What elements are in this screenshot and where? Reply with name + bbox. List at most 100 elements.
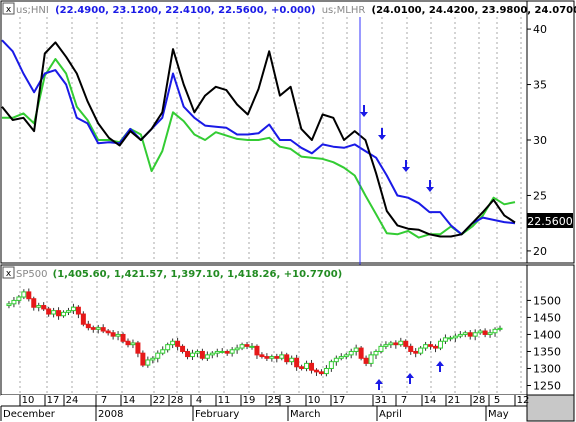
candle-body (244, 344, 250, 347)
down-arrow-head (402, 167, 410, 172)
candle-body (100, 327, 106, 332)
x-day-label: 24 (66, 395, 79, 406)
candle-body (46, 308, 52, 315)
x-month-label: April (379, 409, 402, 420)
candle-body (299, 366, 305, 369)
sp500-symbol: SP500 (16, 269, 47, 280)
candle-body (284, 354, 290, 363)
down-arrow-head (426, 187, 434, 192)
candle-body (294, 357, 300, 368)
candle-body (199, 350, 205, 359)
candle-body (90, 327, 96, 330)
candle-body (130, 342, 136, 346)
upper-y-tick-label: 40 (533, 23, 547, 36)
candle-body (110, 332, 116, 337)
lower-y-tick-label: 1250 (533, 379, 561, 392)
candle-body (467, 332, 473, 337)
lower-close-box[interactable] (2, 266, 15, 279)
candle-body (323, 367, 329, 375)
x-axis-scroll-corner[interactable] (526, 394, 575, 422)
candle-body (348, 350, 354, 356)
candle-body (368, 354, 374, 364)
candle-body (442, 337, 448, 342)
lower-y-axis: 1250 1300 1350 1400 1450 1500 (527, 294, 561, 392)
candle-body (279, 354, 285, 359)
candle-body (234, 347, 240, 351)
up-arrow-head (406, 373, 414, 378)
x-day-label: 7 (401, 395, 407, 406)
candle-body (472, 332, 478, 337)
lower-close-icon[interactable]: x (6, 269, 12, 279)
candle-body (6, 303, 12, 307)
candle-body (135, 342, 141, 354)
upper-close-icon[interactable]: x (6, 5, 12, 15)
x-month-label: February (195, 409, 239, 420)
candle-body (358, 347, 364, 359)
candle-body (457, 333, 463, 337)
upper-y-tick-label: 30 (533, 134, 547, 147)
x-day-label: 4 (196, 395, 202, 406)
candle-body (160, 349, 166, 354)
x-day-label: 17 (47, 395, 60, 406)
candle-body (249, 345, 255, 348)
hni-symbol: us;HNI (16, 5, 49, 16)
candle-body (462, 332, 468, 335)
candle-body (363, 357, 369, 364)
candle-body (423, 344, 429, 349)
candle-body (56, 310, 62, 317)
candle-body (313, 369, 319, 373)
x-day-label: 11 (218, 395, 231, 406)
x-day-label: 12 (517, 395, 530, 406)
lower-panel-frame (0, 264, 575, 396)
candle-body (259, 354, 265, 358)
candle-body (274, 356, 280, 359)
down-arrow-head (378, 135, 386, 140)
candle-body (11, 299, 17, 305)
candle-body (433, 345, 439, 349)
candle-body (150, 357, 156, 361)
lower-title-bar: x SP500 (1,405.60, 1,421.57, 1,397.10, 1… (2, 266, 342, 280)
candle-body (353, 347, 359, 352)
candle-body (125, 340, 131, 346)
candle-body (75, 306, 81, 315)
candle-body (95, 327, 101, 330)
sp500-candles (6, 288, 503, 377)
candle-body (254, 345, 260, 356)
upper-series (1, 39, 516, 239)
last-price-label: 22.5600 (527, 215, 573, 228)
candle-body (61, 311, 67, 317)
candle-body (239, 344, 245, 349)
candle-body (185, 350, 191, 358)
upper-y-tick-label: 35 (533, 79, 547, 92)
hni-line (1, 41, 516, 238)
candle-body (219, 350, 225, 353)
svg-text:us;HNI (22.4900, 23.1200: us;HNI (22.4900, 23.1200, 22.4100, 22.56… (16, 5, 576, 16)
x-day-label: 14 (123, 395, 136, 406)
down-arrow-head (360, 112, 368, 117)
candle-body (140, 352, 146, 366)
svg-text:SP500 (1,405.60, 1,421.5: SP500 (1,405.60, 1,421.57, 1,397.10, 1,4… (16, 269, 342, 280)
candle-body (487, 332, 493, 335)
upper-y-tick-label: 25 (533, 189, 547, 202)
x-day-label: 28 (473, 395, 486, 406)
candle-body (26, 291, 32, 300)
candle-body (393, 342, 399, 346)
upper-close-box[interactable] (2, 2, 15, 15)
x-day-label: 19 (243, 395, 256, 406)
candle-body (65, 310, 71, 313)
candle-body (383, 344, 389, 347)
mlhr-symbol: us;MLHR (322, 5, 366, 16)
candle-body (452, 335, 458, 339)
candle-body (120, 333, 126, 342)
candle-body (309, 362, 315, 371)
upper-y-tick-label: 20 (533, 245, 547, 258)
candle-body (269, 356, 275, 359)
candle-body (398, 340, 404, 346)
mlhr-quote: (24.0100, 24.4200, 23.9800, 24.0700, (372, 5, 576, 16)
x-day-label: 22 (153, 395, 166, 406)
last-price-box (527, 213, 573, 228)
candle-body (413, 350, 419, 354)
candle-body (115, 333, 121, 337)
candle-body (175, 340, 181, 347)
